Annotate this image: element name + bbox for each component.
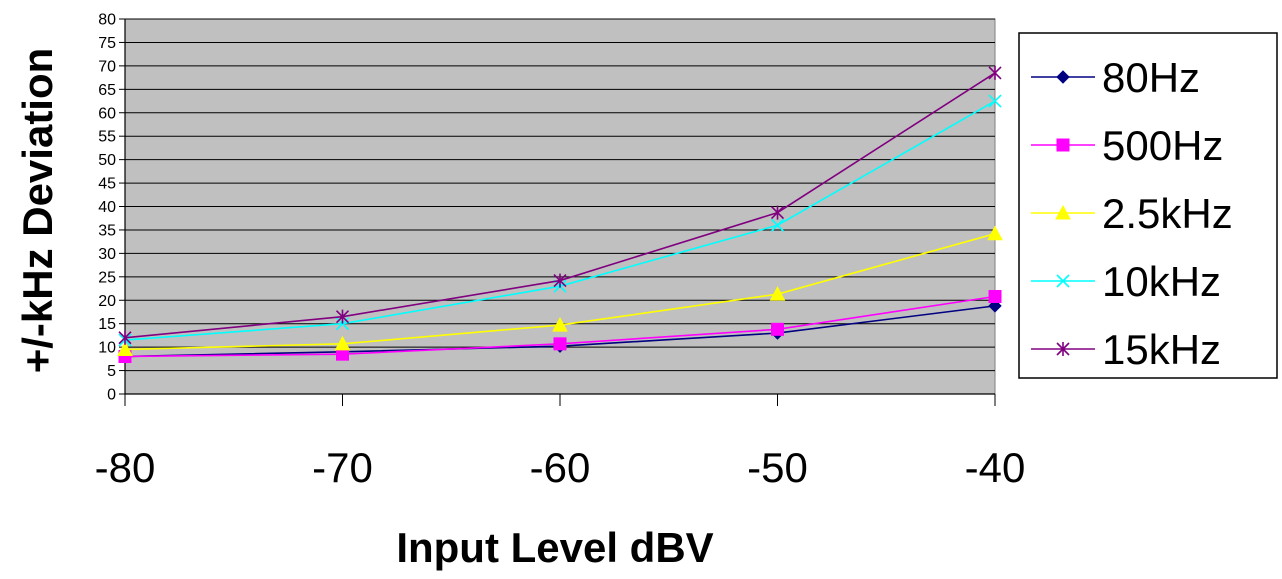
y-tick-label: 20 xyxy=(98,293,116,310)
y-tick-label: 45 xyxy=(98,176,116,193)
y-tick-label: 65 xyxy=(98,82,116,99)
y-tick-label: 70 xyxy=(98,58,116,75)
legend-marker xyxy=(1055,204,1071,220)
legend-entry: 10kHz xyxy=(1031,258,1221,305)
data-point xyxy=(335,309,350,324)
y-tick-label: 5 xyxy=(107,363,116,380)
series-15kHz xyxy=(118,65,1002,345)
x-axis-ticks: -80 -70 -60 -50 -40 xyxy=(95,394,1026,491)
y-tick-label: 50 xyxy=(98,152,116,169)
legend-label: 2.5kHz xyxy=(1102,190,1233,237)
legend-label: 15kHz xyxy=(1102,326,1221,373)
legend-marker xyxy=(1056,274,1070,288)
data-point xyxy=(770,218,785,232)
legend-marker xyxy=(1056,342,1070,356)
y-tick-label: 10 xyxy=(98,340,116,357)
y-tick-label: 25 xyxy=(98,269,116,286)
series-2.5kHz xyxy=(117,225,1003,356)
series-group xyxy=(117,65,1003,364)
data-point xyxy=(553,273,567,288)
legend-entry: 15kHz xyxy=(1031,326,1221,373)
legend-entry: 2.5kHz xyxy=(1031,190,1233,237)
data-point xyxy=(334,335,351,351)
data-point xyxy=(988,65,1002,80)
y-tick-label: 75 xyxy=(98,35,116,52)
y-tick-label: 35 xyxy=(98,222,116,239)
y-axis-ticks: 0 5 10 15 20 25 30 35 40 45 50 55 60 65 70 75 80 xyxy=(98,12,125,404)
legend-label: 500Hz xyxy=(1102,122,1223,169)
y-axis-title: +/-kHz Deviation xyxy=(14,48,61,374)
y-tick-label: 55 xyxy=(98,129,116,146)
legend-marker xyxy=(1056,70,1070,84)
data-point xyxy=(987,225,1003,241)
data-point xyxy=(117,341,133,356)
data-point xyxy=(770,205,785,220)
data-point xyxy=(118,330,132,345)
x-tick-label: -80 xyxy=(95,444,156,491)
legend-marker xyxy=(1056,138,1070,152)
y-tick-label: 80 xyxy=(98,12,116,29)
legend-entry: 80Hz xyxy=(1031,54,1200,101)
data-point xyxy=(769,286,786,301)
legend-box xyxy=(1018,32,1278,379)
x-tick-label: -40 xyxy=(965,444,1026,491)
legend-entry: 500Hz xyxy=(1031,122,1223,169)
y-tick-label: 40 xyxy=(98,199,116,216)
legend: 80Hz 500Hz 2.5kHz 10kHz 15kHz xyxy=(1018,32,1278,379)
data-point xyxy=(771,322,784,336)
legend-label: 80Hz xyxy=(1102,54,1200,101)
data-point xyxy=(988,290,1002,303)
x-axis-title: Input Level dBV xyxy=(396,524,713,571)
data-point xyxy=(553,337,567,351)
data-point xyxy=(988,94,1002,108)
data-point xyxy=(552,317,568,332)
x-tick-label: -60 xyxy=(530,444,591,491)
y-tick-label: 15 xyxy=(98,316,116,333)
y-tick-label: 60 xyxy=(98,105,116,122)
legend-label: 10kHz xyxy=(1102,258,1221,305)
x-tick-label: -50 xyxy=(747,444,808,491)
y-tick-label: 30 xyxy=(98,246,116,263)
x-tick-label: -70 xyxy=(312,444,373,491)
y-tick-label: 0 xyxy=(107,387,116,404)
